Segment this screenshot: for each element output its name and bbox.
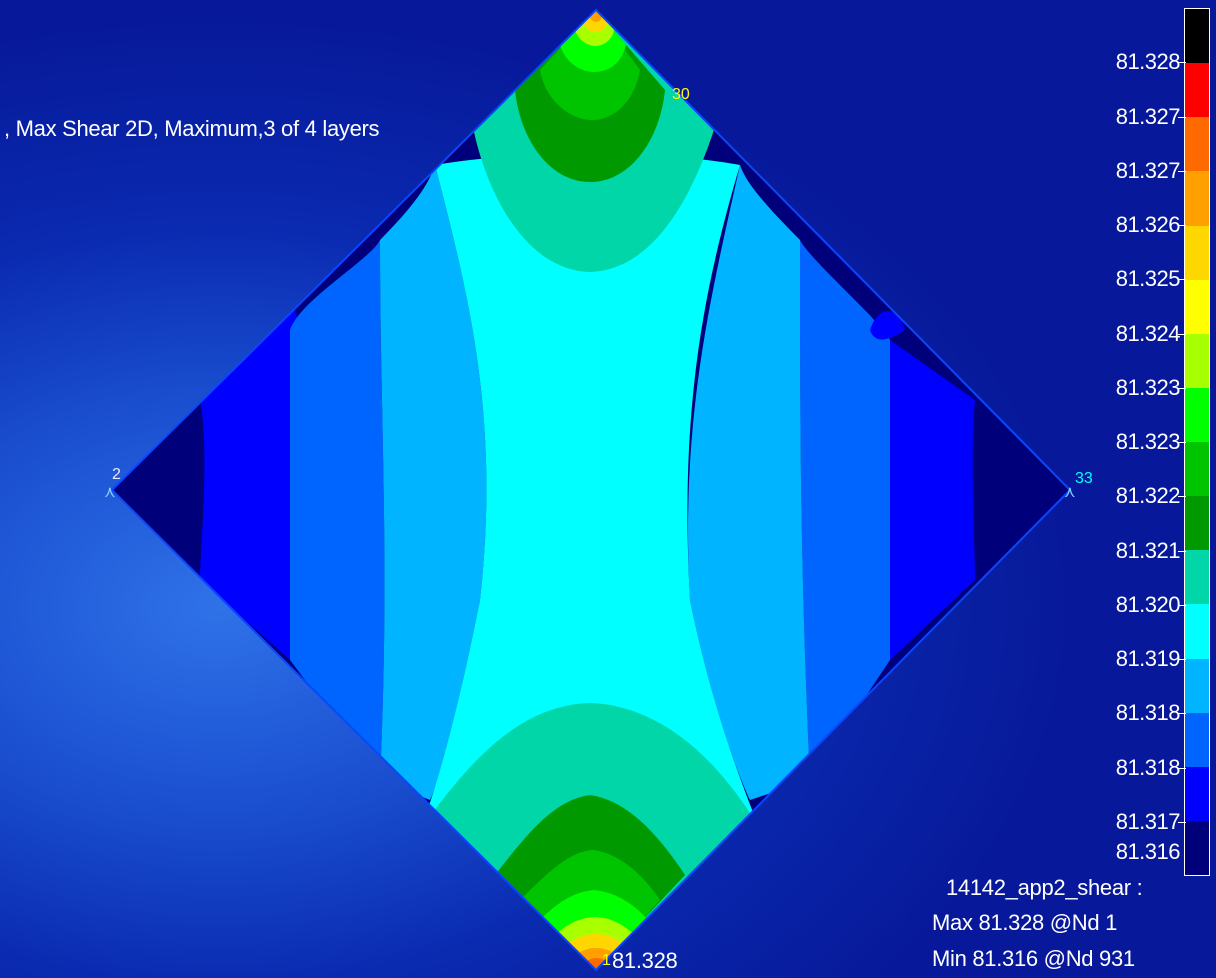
legend-swatch	[1185, 387, 1209, 442]
legend-label: 81.321	[1115, 537, 1181, 563]
color-legend	[1184, 8, 1210, 876]
legend-label: 81.327	[1115, 103, 1181, 129]
legend-tick	[1178, 333, 1186, 335]
node-label-left: 2	[112, 466, 121, 483]
legend-swatch	[1185, 171, 1209, 226]
legend-label: 81.319	[1115, 646, 1181, 671]
legend-swatch	[1185, 712, 1209, 767]
legend-tick	[1178, 550, 1186, 552]
legend-tick	[1178, 279, 1186, 281]
legend-tick	[1178, 821, 1186, 823]
legend-swatch	[1185, 766, 1209, 821]
legend-label: 81.323	[1115, 429, 1181, 454]
legend-swatch	[1185, 225, 1209, 280]
node-label-bottom: 1	[602, 952, 611, 969]
legend-tick	[1178, 62, 1186, 64]
legend-swatch	[1185, 279, 1209, 334]
legend-label: 81.328	[1115, 49, 1181, 75]
legend-swatch	[1185, 117, 1209, 172]
legend-tick	[1178, 659, 1186, 660]
legend-swatch	[1185, 333, 1209, 388]
max-value-marker: 81.328	[612, 948, 678, 973]
legend-label: 81.326	[1115, 212, 1181, 237]
legend-swatch	[1185, 550, 1209, 605]
legend-tick	[1178, 225, 1186, 226]
legend-label: 81.320	[1115, 591, 1181, 617]
legend-tick	[1178, 496, 1186, 498]
legend-label: 81.316	[1115, 838, 1181, 864]
min-info: Min 81.316 @Nd 931	[932, 946, 1135, 971]
max-info: Max 81.328 @Nd 1	[932, 910, 1118, 935]
legend-tick	[1178, 604, 1186, 606]
legend-label: 81.327	[1115, 157, 1181, 183]
legend-tick	[1178, 387, 1186, 389]
legend-swatch	[1185, 63, 1209, 118]
result-title: , Max Shear 2D, Maximum,3 of 4 layers	[4, 116, 380, 141]
legend-tick	[1178, 713, 1186, 715]
legend-swatch	[1185, 496, 1209, 551]
legend-label: 81.317	[1115, 808, 1181, 834]
model-outline	[110, 8, 1072, 972]
legend-label: 81.324	[1115, 320, 1181, 346]
legend-swatch	[1185, 442, 1209, 497]
legend-swatch	[1185, 658, 1209, 713]
legend-label: 81.318	[1115, 754, 1181, 780]
legend-swatch	[1185, 820, 1209, 875]
contour-bands	[112, 10, 1070, 970]
legend-swatch	[1185, 9, 1209, 64]
node-label-top-right: 30	[672, 86, 690, 103]
legend-label: 81.325	[1115, 266, 1181, 292]
legend-label: 81.318	[1115, 700, 1181, 726]
dataset-name: 14142_app2_shear :	[946, 875, 1143, 900]
legend-tick	[1178, 116, 1186, 118]
legend-tick	[1178, 767, 1186, 769]
legend-label: 81.323	[1115, 374, 1181, 400]
constraint-icon-right: ⋏	[1064, 484, 1076, 501]
legend-tick	[1178, 442, 1186, 443]
legend-label: 81.322	[1115, 483, 1181, 509]
constraint-icon-left: ⋏	[104, 484, 116, 501]
node-label-right: 33	[1075, 470, 1093, 487]
legend-swatch	[1185, 604, 1209, 659]
legend-labels: 81.328 81.327 81.327 81.326 81.325 81.324 81.3…	[1060, 0, 1184, 878]
legend-tick	[1178, 170, 1186, 172]
